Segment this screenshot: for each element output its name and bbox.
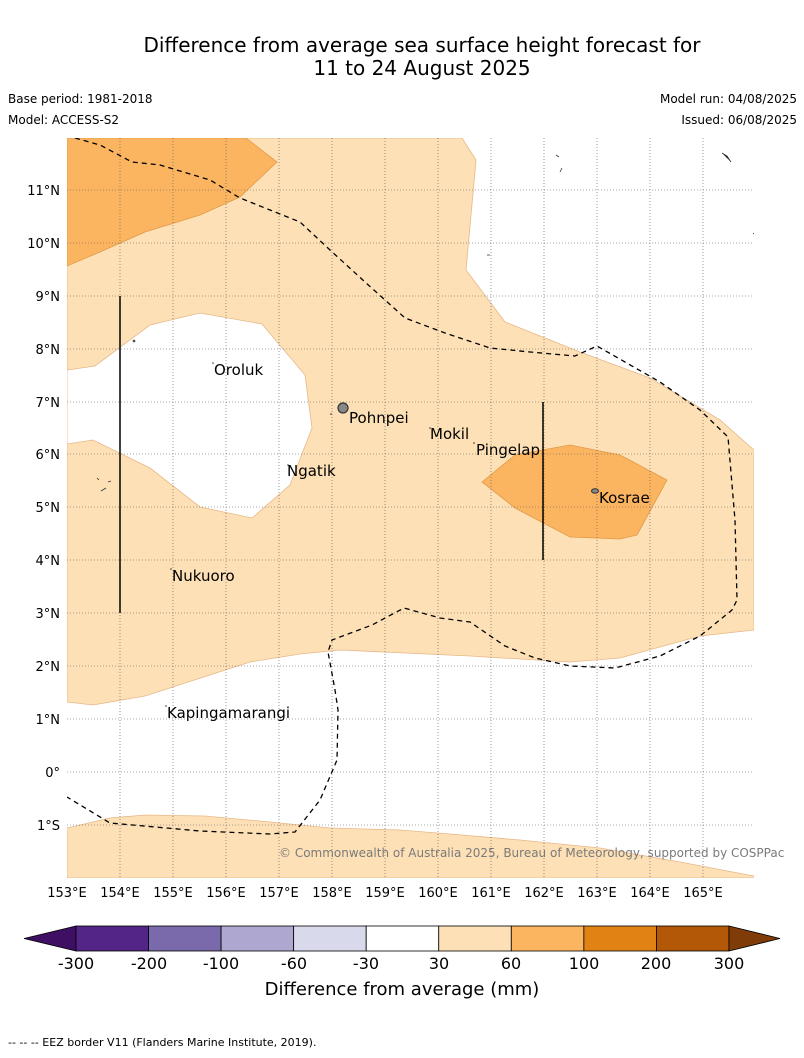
colorbar-segment <box>293 925 367 952</box>
legend-tick: 200 <box>640 954 672 973</box>
base-period: Base period: 1981-2018 <box>8 92 153 106</box>
place-label-ngatik: Ngatik <box>287 462 336 480</box>
lat-label: 4°N <box>36 554 61 569</box>
place-label-nukuoro: Nukuoro <box>172 567 235 585</box>
oroluk-atoll <box>212 362 214 364</box>
colorbar-segment <box>220 925 295 952</box>
legend-tick: -30 <box>352 954 380 973</box>
eez-border <box>67 138 738 835</box>
atoll-marks <box>96 477 112 492</box>
lon-label: 160°E <box>418 886 458 901</box>
legend-tick: -200 <box>130 954 168 973</box>
lon-label: 159°E <box>365 886 405 901</box>
pingelap-atoll <box>473 442 475 444</box>
lat-label: 7°N <box>36 396 61 411</box>
lon-label: 156°E <box>206 886 246 901</box>
lon-label: 155°E <box>153 886 193 901</box>
legend-title: Difference from average (mm) <box>264 979 540 1000</box>
kosrae-island <box>591 488 599 494</box>
lat-label: 9°N <box>36 290 61 305</box>
legend-tick: 30 <box>428 954 450 973</box>
model-name: Model: ACCESS-S2 <box>8 113 120 127</box>
lon-label: 153°E <box>47 886 87 901</box>
colorbar <box>23 925 781 952</box>
lon-label: 164°E <box>630 886 670 901</box>
lon-label: 154°E <box>100 886 140 901</box>
lat-label: 1°S <box>37 819 60 834</box>
place-label-kapingamarangi: Kapingamarangi <box>167 704 290 722</box>
lat-label: 2°N <box>36 660 61 675</box>
place-label-pingelap: Pingelap <box>476 441 540 459</box>
place-label-mokil: Mokil <box>430 425 469 443</box>
legend-tick: 60 <box>500 954 522 973</box>
legend-tick: -60 <box>280 954 308 973</box>
lon-label: 157°E <box>259 886 299 901</box>
nukuoro-atoll <box>170 568 172 570</box>
lat-label: 10°N <box>27 237 60 252</box>
legend-tick: 100 <box>568 954 600 973</box>
colorbar-segment <box>438 925 512 952</box>
atoll-dot <box>132 339 136 343</box>
atoll-marks <box>487 152 754 256</box>
place-label-oroluk: Oroluk <box>214 361 263 379</box>
mokil-atoll <box>429 427 431 429</box>
colorbar-extend-high <box>728 925 781 952</box>
colorbar-segment <box>148 925 222 952</box>
anomaly-region-30-60 <box>67 138 754 706</box>
model-run: Model run: 04/08/2025 <box>659 92 797 106</box>
lat-label: 3°N <box>36 607 61 622</box>
issued-date: Issued: 06/08/2025 <box>681 113 797 127</box>
colorbar-segment <box>510 925 585 952</box>
lat-label: 0° <box>45 766 60 781</box>
legend-tick: -100 <box>202 954 240 973</box>
lon-label: 161°E <box>471 886 511 901</box>
lon-label: 162°E <box>524 886 564 901</box>
lon-label: 165°E <box>683 886 723 901</box>
legend-tick: 300 <box>713 954 745 973</box>
colorbar-segment <box>365 925 440 952</box>
colorbar-segment <box>656 925 730 952</box>
lon-label: 163°E <box>577 886 617 901</box>
legend-tick: -300 <box>57 954 95 973</box>
map-title-line2: 11 to 24 August 2025 <box>313 56 531 80</box>
anomaly-region-nw-60-100 <box>67 138 278 267</box>
place-label-pohnpei: Pohnpei <box>349 409 409 427</box>
map-title-line1: Difference from average sea surface heig… <box>143 33 701 57</box>
pohnpei-island <box>337 402 349 414</box>
lat-label: 6°N <box>36 448 61 463</box>
colorbar-segment <box>75 925 149 952</box>
lat-label: 1°N <box>36 713 61 728</box>
ngatik-atoll <box>287 464 289 466</box>
place-label-kosrae: Kosrae <box>599 489 650 507</box>
lat-label: 8°N <box>36 343 61 358</box>
anomaly-region-south-30-60 <box>67 814 754 878</box>
colorbar-extend-low <box>23 925 77 952</box>
copyright-notice: © Commonwealth of Australia 2025, Bureau… <box>279 846 784 860</box>
eez-footnote: -- -- -- EEZ border V11 (Flanders Marine… <box>8 1036 317 1049</box>
lat-label: 11°N <box>27 184 60 199</box>
kapingamarangi-atoll <box>165 705 167 707</box>
colorbar-segment <box>583 925 657 952</box>
lat-label: 5°N <box>36 501 61 516</box>
lon-label: 158°E <box>312 886 352 901</box>
atoll-dot <box>330 413 332 415</box>
